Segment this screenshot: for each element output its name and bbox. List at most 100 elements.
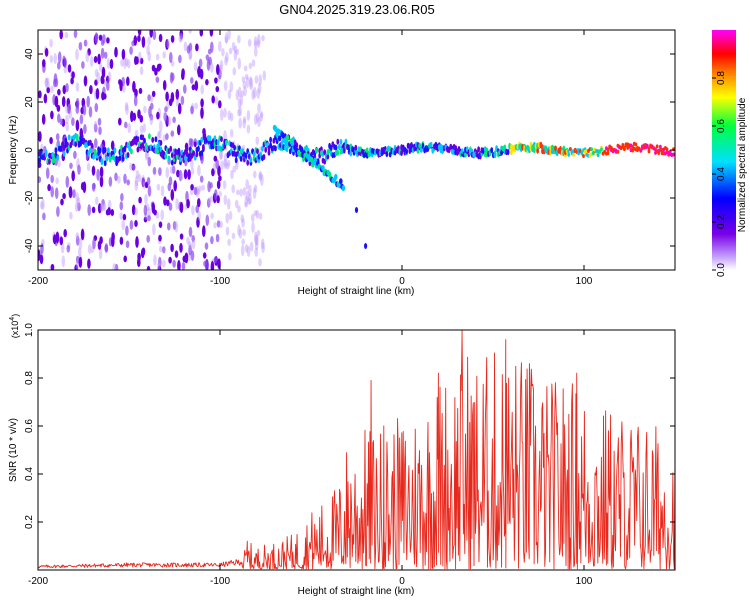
spectrogram-cell [103, 160, 107, 167]
spectrogram-cell [227, 238, 231, 247]
spectrogram-cell [169, 166, 174, 174]
colorbar-tick-label: 0.4 [716, 167, 727, 181]
spectrogram-cell [219, 149, 223, 161]
spectrogram-cell [225, 51, 229, 63]
spectrogram-cell [336, 149, 340, 156]
spectrogram-cell [155, 53, 160, 61]
spectrogram-cell [112, 263, 116, 270]
spectrogram-cell [147, 94, 151, 102]
spectrogram-cell [65, 121, 69, 132]
spectrogram-cell [126, 59, 131, 69]
spectrogram-cell [190, 158, 194, 169]
spectrogram-cell [193, 61, 198, 72]
spectrogram-cell [129, 219, 134, 230]
spectrogram-cell [71, 71, 75, 79]
spectrogram-cell [137, 174, 142, 183]
spectrogram-cell [91, 206, 96, 214]
spectrogram-cell [255, 209, 260, 219]
spectrogram-cell [93, 120, 98, 131]
spectrogram-cell [50, 186, 54, 198]
spectrogram-cell [138, 51, 142, 63]
spectrogram-cell [171, 165, 176, 175]
spectrogram-cell [258, 74, 263, 86]
spectrogram-cell [339, 138, 343, 145]
spectrogram-cell [59, 146, 63, 153]
spectrogram-cell [90, 142, 94, 149]
spectrogram-cell [44, 151, 48, 158]
spectrogram-cell [134, 55, 138, 66]
spectrogram-cell [119, 212, 123, 220]
spectrogram-cell [179, 30, 184, 40]
spectrogram-cell [244, 201, 248, 208]
spectrogram-cell [125, 104, 129, 116]
spectrogram-cell [242, 118, 246, 129]
spectrogram-cell [647, 149, 651, 154]
snr-y-tick-label: 0.4 [24, 467, 35, 481]
spectrogram-cell [50, 174, 54, 184]
spectrogram-cell [146, 265, 151, 270]
spectrogram-cell [261, 145, 264, 152]
spectrogram-cell [672, 147, 675, 152]
spectrogram-cell [364, 243, 368, 249]
spectrogram-cell [248, 62, 253, 70]
spectrogram-cell [42, 59, 46, 68]
spectrogram-cell [83, 75, 88, 87]
spectrogram-cell [40, 201, 44, 210]
spectrogram-cell [45, 77, 50, 84]
spectrogram-cell [235, 48, 240, 56]
spectrogram-cell [243, 86, 247, 97]
spectrogram-cell [164, 153, 168, 160]
spectrogram-cell [243, 65, 248, 72]
spectrogram-cell [107, 147, 110, 154]
spectrogram-cell [97, 240, 102, 250]
spectrogram-cell [192, 150, 196, 157]
spectrogram-cell [159, 120, 163, 132]
snr-x-tick-label: -200 [28, 576, 48, 587]
spectrogram-cell [214, 189, 218, 201]
spectrogram-cell [170, 35, 175, 43]
spectrogram-cell [257, 116, 261, 128]
spectrogram-marks [38, 30, 675, 270]
spectrogram-cell [200, 107, 204, 119]
spectrogram-cell [228, 252, 232, 261]
snr-y-tick-label: 0.2 [24, 515, 35, 529]
spectrogram-cell [168, 256, 172, 264]
spectrogram-cell [139, 57, 144, 65]
spectrogram-cell [64, 137, 68, 144]
spectrogram-cell [178, 54, 182, 64]
spectrogram-cell [74, 202, 79, 213]
spectrogram-cell [120, 193, 124, 202]
spectrogram-cell [191, 84, 196, 91]
spectrogram-cell [251, 221, 255, 234]
spectrogram-cell [251, 59, 256, 67]
spectrogram-cell [254, 231, 258, 243]
spectrogram-cell [134, 219, 138, 228]
spectrogram-cell [197, 210, 201, 221]
spectrogram-cell [158, 221, 163, 229]
spectrogram-cell [222, 180, 227, 190]
spectrogram-cell [165, 91, 169, 102]
spectrogram-cell [127, 122, 132, 134]
spectrogram-cell [111, 232, 115, 242]
spectrogram-cell [114, 46, 118, 58]
spectrogram-cell [232, 165, 237, 173]
snr-frame [37, 329, 676, 571]
spectrogram-cell [102, 34, 106, 44]
spectrogram-cell [190, 183, 194, 191]
spectrogram-cell [253, 40, 258, 49]
spectrogram-cell [197, 197, 201, 208]
spectrogram-cell [241, 76, 246, 83]
snr-x-tick-label: 0 [399, 576, 405, 587]
spectrogram-cell [119, 236, 124, 245]
spectrogram-cell [44, 77, 49, 87]
spectrogram-cell [309, 156, 314, 163]
snr-y-tick-label: 0.8 [24, 371, 35, 385]
spectrogram-cell [216, 180, 221, 190]
spectrogram-cell [40, 243, 44, 255]
spectrogram-cell [131, 163, 136, 171]
spectrogram-cell [162, 259, 166, 268]
spectrogram-cell [59, 118, 64, 126]
spectrogram-cell [262, 154, 266, 160]
spectrogram-cell [69, 162, 73, 169]
spectrogram-cell [97, 117, 102, 126]
